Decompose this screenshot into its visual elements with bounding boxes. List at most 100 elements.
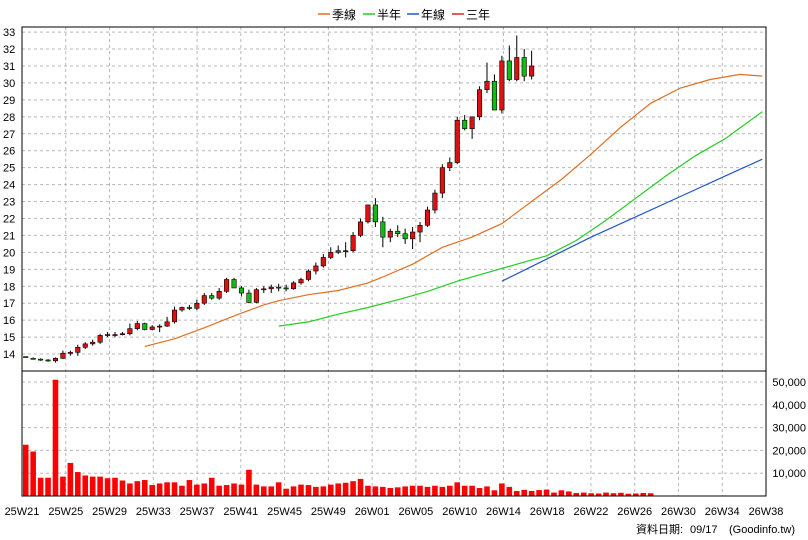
price-tick-label: 20 bbox=[3, 247, 15, 259]
candle-body bbox=[157, 325, 163, 328]
volume-bar bbox=[231, 483, 237, 496]
candle-body bbox=[194, 302, 200, 309]
volume-bar bbox=[37, 477, 44, 496]
volume-bar bbox=[246, 469, 252, 496]
axes: 14 15 16 17 18 19 20 21 22 23 24 25 26 27 28 29 30 31 32 33… bbox=[3, 26, 806, 518]
volume-tick-label: 20,000 bbox=[772, 445, 806, 457]
volume-bar bbox=[238, 484, 245, 496]
volume-bar bbox=[573, 493, 580, 496]
candle-body bbox=[246, 292, 252, 303]
candle-body bbox=[328, 252, 334, 258]
volume-bar bbox=[536, 490, 542, 496]
candle-body bbox=[491, 80, 497, 111]
volume-bar bbox=[253, 484, 260, 496]
volume-bar bbox=[45, 477, 51, 496]
volume-bar bbox=[365, 485, 371, 496]
legend-label-3year: 三年 bbox=[466, 8, 490, 22]
time-tick-label: 26W38 bbox=[749, 506, 784, 518]
volume-bar bbox=[588, 493, 594, 496]
candle-body bbox=[82, 343, 88, 348]
candle-body bbox=[529, 65, 535, 77]
volume-bar bbox=[513, 490, 520, 496]
time-tick-label: 25W33 bbox=[136, 506, 171, 518]
price-tick-label: 32 bbox=[3, 44, 15, 56]
volume-bar bbox=[186, 480, 193, 496]
volume-bar bbox=[327, 484, 334, 496]
time-tick-label: 25W29 bbox=[92, 506, 127, 518]
candle-body bbox=[521, 57, 527, 77]
candle-body bbox=[60, 352, 66, 359]
price-tick-label: 25 bbox=[3, 163, 15, 175]
volume-bar bbox=[595, 493, 602, 496]
volume-bar bbox=[506, 486, 513, 496]
volume-bar bbox=[305, 485, 312, 496]
candle-body bbox=[484, 80, 490, 90]
volume-bar bbox=[104, 478, 111, 496]
candle-body bbox=[142, 323, 148, 330]
candle-body bbox=[305, 270, 311, 280]
ma-quarter-line bbox=[144, 73, 763, 347]
ma-half-line bbox=[278, 111, 763, 327]
volume-bar bbox=[134, 481, 141, 496]
candle-body bbox=[38, 358, 44, 361]
price-tick-label: 16 bbox=[3, 315, 15, 327]
time-tick-label: 25W21 bbox=[5, 506, 40, 518]
volume-bar bbox=[432, 485, 438, 496]
price-tick-label: 15 bbox=[3, 332, 15, 344]
volume-bar bbox=[119, 480, 126, 496]
candle-body bbox=[119, 333, 125, 336]
volume-bar bbox=[201, 483, 208, 496]
volume-bar bbox=[380, 486, 386, 496]
candle-body bbox=[469, 116, 475, 129]
volume-bar bbox=[528, 490, 535, 496]
candle-body bbox=[261, 288, 267, 291]
volume-bar bbox=[625, 493, 632, 496]
volume-bar bbox=[454, 482, 461, 496]
candle-body bbox=[276, 286, 282, 289]
volume-bar bbox=[313, 486, 319, 496]
volume-bar bbox=[164, 482, 170, 496]
candle-body bbox=[395, 230, 401, 235]
data-date-label: 資料日期: bbox=[636, 522, 683, 536]
volume-bar bbox=[417, 485, 423, 496]
time-tick-label: 26W26 bbox=[617, 506, 652, 518]
volume-bar bbox=[60, 476, 66, 496]
time-tick-label: 25W49 bbox=[311, 506, 346, 518]
volume-bar bbox=[141, 480, 148, 496]
volume-bar bbox=[97, 476, 103, 496]
candle-body bbox=[350, 235, 356, 251]
volume-bar bbox=[127, 483, 133, 496]
candle-body bbox=[283, 287, 289, 290]
price-tick-label: 30 bbox=[3, 78, 15, 90]
price-tick-label: 17 bbox=[3, 298, 15, 310]
volume-bar bbox=[580, 492, 587, 496]
volume-bar bbox=[223, 485, 230, 496]
time-tick-label: 25W45 bbox=[267, 506, 302, 518]
time-tick-label: 25W37 bbox=[180, 506, 215, 518]
volume-bar bbox=[298, 484, 304, 496]
candle-body bbox=[75, 346, 81, 353]
price-tick-label: 26 bbox=[3, 146, 15, 158]
legend: 季線 半年 年線 三年 bbox=[318, 7, 490, 22]
candle-body bbox=[514, 57, 520, 80]
volume-bar bbox=[149, 485, 155, 496]
volume-bar bbox=[491, 490, 498, 496]
volume-bar bbox=[610, 493, 617, 496]
volume-bar bbox=[521, 489, 527, 496]
volume-bar bbox=[82, 475, 89, 496]
candle-body bbox=[432, 192, 438, 211]
candle-body bbox=[186, 307, 192, 309]
candle-body bbox=[343, 250, 349, 252]
candle-body bbox=[253, 289, 259, 303]
volume-bar bbox=[171, 482, 178, 496]
time-tick-label: 26W14 bbox=[486, 506, 521, 518]
volume-bar bbox=[409, 485, 416, 496]
volume-bar bbox=[476, 488, 483, 496]
candle-body bbox=[320, 257, 326, 267]
candle-body bbox=[462, 119, 468, 129]
volume-bar bbox=[112, 477, 118, 496]
legend-label-half: 半年 bbox=[377, 8, 401, 22]
time-tick-label: 26W22 bbox=[574, 506, 609, 518]
